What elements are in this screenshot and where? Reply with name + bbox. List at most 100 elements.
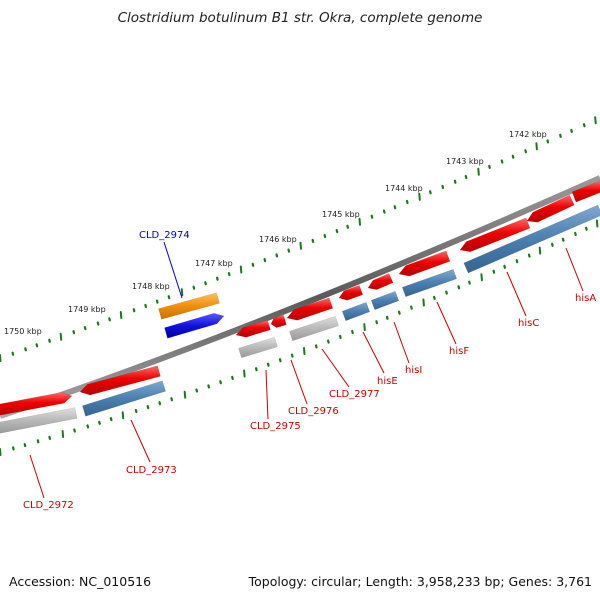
gene-label-hisi[interactable]: hisI — [405, 365, 422, 376]
scale-tick-inner-minor — [36, 439, 40, 444]
gene-label-cld-2974[interactable]: CLD_2974 — [139, 230, 190, 241]
scale-tick-inner-minor — [515, 259, 519, 264]
scale-tick-outer-minor — [582, 123, 586, 128]
scale-tick-outer-minor — [48, 338, 51, 343]
gene-hisc-red[interactable] — [459, 217, 531, 253]
scale-tick-outer-major — [299, 241, 302, 250]
scale-tick-outer-minor — [144, 303, 147, 308]
scale-tick-outer-minor — [346, 224, 349, 229]
scale-tick-inner-major — [363, 323, 366, 332]
scale-tick-outer-minor — [227, 272, 231, 277]
scale-tick-outer-minor — [287, 248, 291, 253]
genome-backbone — [0, 175, 600, 419]
scale-tick-inner-minor — [290, 353, 294, 358]
scale-tick-outer-minor — [192, 285, 196, 290]
scale-label-1749: 1749 kbp — [68, 305, 106, 314]
gene-hisi-red[interactable] — [367, 273, 394, 290]
genome-info-text: Topology: circular; Length: 3,958,233 bp… — [248, 574, 592, 589]
scale-tick-outer-major — [59, 332, 63, 341]
gene-hisi-blue[interactable] — [370, 290, 400, 311]
scale-tick-inner-major — [0, 448, 2, 456]
gene-label-cld-2972[interactable]: CLD_2972 — [23, 500, 74, 511]
gene-label-cld-2976[interactable]: CLD_2976 — [288, 406, 339, 417]
gene-hisa-red[interactable] — [526, 194, 575, 223]
gene-cld-2972-gray[interactable] — [0, 407, 78, 434]
scale-tick-inner-minor — [351, 329, 354, 335]
scale-tick-outer-minor — [35, 343, 39, 348]
scale-tick-inner-major — [303, 347, 306, 355]
leader-cld-2973 — [130, 419, 151, 463]
scale-tick-inner-minor — [86, 424, 90, 429]
scale-label-1746: 1746 kbp — [259, 235, 297, 244]
scale-labels: 1742 kbp 1743 kbp 1744 kbp 1745 kbp 1746… — [4, 130, 547, 336]
gene-cld-2975-gray[interactable] — [238, 336, 278, 359]
gene-hisa-red-2[interactable] — [571, 180, 600, 203]
scale-tick-inner-minor — [385, 315, 389, 320]
gene-hise-blue[interactable] — [341, 301, 371, 322]
scale-tick-outer-major — [594, 116, 597, 125]
gene-cld-2974-orange[interactable] — [158, 292, 220, 320]
gene-label-cld-2973[interactable]: CLD_2973 — [126, 465, 177, 476]
scale-tick-outer-major — [119, 311, 123, 319]
gene-hise-red[interactable] — [338, 284, 364, 301]
leader-cld-2972 — [29, 454, 45, 499]
scale-tick-outer-minor — [11, 351, 15, 356]
scale-tick-outer-major — [477, 167, 480, 176]
scale-label-1745: 1745 kbp — [322, 210, 360, 219]
scale-tick-outer-major — [0, 354, 2, 362]
scale-tick-inner-minor — [457, 285, 461, 290]
scale-tick-inner-minor — [219, 380, 222, 385]
scale-tick-inner-minor — [146, 405, 150, 410]
scale-tick-inner-minor — [12, 446, 15, 451]
gene-label-cld-2975[interactable]: CLD_2975 — [250, 421, 301, 432]
scale-tick-inner-minor — [574, 231, 577, 236]
scale-tick-outer-minor — [155, 299, 159, 304]
gene-cld-2977-red[interactable] — [286, 297, 334, 321]
gene-hisf-red[interactable] — [398, 250, 451, 277]
scale-tick-outer-minor — [72, 330, 76, 335]
gene-cld-2977-gray[interactable] — [289, 315, 339, 342]
scale-tick-outer-minor — [524, 149, 528, 154]
scale-tick-outer-minor — [323, 233, 327, 239]
scale-tick-inner-minor — [255, 367, 258, 372]
gene-label-hise[interactable]: hisE — [377, 376, 398, 387]
scale-tick-outer-minor — [108, 317, 111, 322]
scale-tick-inner-major — [538, 246, 542, 255]
scale-tick-inner-minor — [23, 443, 27, 448]
leader-hisi — [393, 321, 410, 364]
scale-tick-inner-minor — [314, 344, 318, 349]
gene-cld-2976-red[interactable] — [270, 314, 287, 328]
gene-cld-2972-red[interactable] — [0, 392, 73, 416]
gene-label-hisa[interactable]: hisA — [575, 293, 596, 304]
scale-tick-inner-minor — [375, 320, 378, 325]
scale-tick-inner-minor — [468, 280, 471, 285]
scale-tick-outer-minor — [132, 308, 136, 313]
scale-tick-outer-minor — [393, 205, 397, 210]
scale-tick-outer-minor — [275, 253, 279, 258]
scale-tick-outer-minor — [511, 154, 515, 159]
scale-tick-inner-minor — [433, 295, 436, 300]
scale-tick-inner-minor — [492, 269, 496, 274]
gene-label-cld-2977[interactable]: CLD_2977 — [329, 389, 380, 400]
gene-cld-2973-blue[interactable] — [82, 380, 166, 417]
scale-tick-outer-minor — [559, 133, 562, 138]
scale-tick-outer-minor — [251, 262, 255, 267]
leader-cld-2975 — [265, 369, 269, 420]
gene-cld-2975-red[interactable] — [235, 319, 271, 338]
gene-cld-2974-blue[interactable] — [164, 313, 225, 339]
scale-tick-inner-major — [61, 430, 65, 438]
gene-label-hisc[interactable]: hisC — [518, 318, 539, 329]
gene-features — [0, 180, 600, 434]
gene-hisc-blue[interactable] — [463, 204, 600, 274]
scale-tick-inner-major — [183, 390, 187, 399]
gene-label-hisf[interactable]: hisF — [449, 346, 469, 357]
scale-tick-inner-minor — [170, 397, 173, 402]
leader-hisa — [565, 247, 584, 292]
scale-label-1750: 1750 kbp — [4, 327, 42, 336]
gene-cld-2973-red[interactable] — [79, 365, 161, 396]
scale-tick-inner-major — [121, 411, 125, 420]
gene-hisf-blue[interactable] — [401, 268, 458, 298]
scale-tick-inner-minor — [48, 435, 52, 440]
